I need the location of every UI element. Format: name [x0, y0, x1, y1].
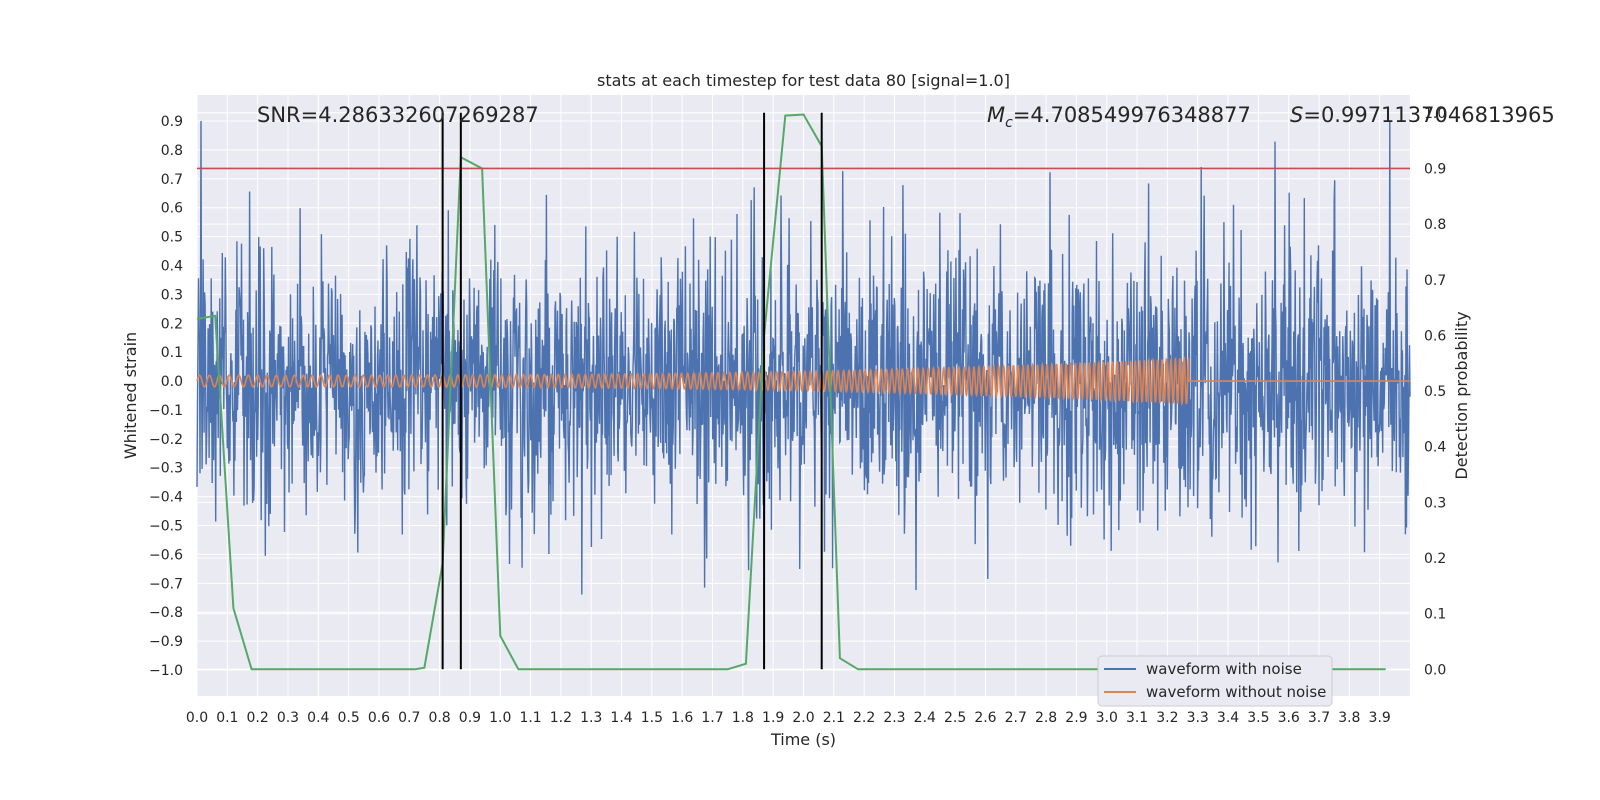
x-tick-label: 3.0 — [1096, 710, 1118, 726]
x-tick-label: 3.7 — [1308, 710, 1330, 726]
x-tick-label: 1.7 — [701, 710, 723, 726]
x-tick-label: 1.5 — [641, 710, 663, 726]
x-tick-label: 2.0 — [792, 710, 814, 726]
x-tick-label: 2.9 — [1065, 710, 1087, 726]
s-annotation: S=0.9971137046813965 — [1290, 103, 1555, 127]
x-tick-label: 3.8 — [1338, 710, 1360, 726]
x-tick-label: 0.9 — [459, 710, 481, 726]
y-tick-label: 0.2 — [161, 316, 183, 332]
x-tick-label: 2.6 — [974, 710, 996, 726]
y-tick-label: 0.7 — [161, 172, 183, 188]
y2-tick-label: 0.7 — [1424, 273, 1446, 289]
x-tick-label: 3.5 — [1247, 710, 1269, 726]
chirp-mass-annotation: Mc=4.708549976348877 — [987, 103, 1251, 131]
y-tick-label: 0.1 — [161, 345, 183, 361]
y-tick-label: −0.1 — [149, 403, 183, 419]
chirp-mass-subscript: c — [1005, 115, 1013, 131]
x-tick-label: 1.4 — [610, 710, 632, 726]
x-tick-label: 1.9 — [762, 710, 784, 726]
y-tick-label: 0.9 — [161, 114, 183, 130]
y-tick-label: 0.6 — [161, 201, 183, 217]
y2-tick-label: 0.4 — [1424, 440, 1446, 456]
x-tick-label: 1.3 — [580, 710, 602, 726]
x-tick-label: 0.5 — [337, 710, 359, 726]
s-value: =0.9971137046813965 — [1303, 103, 1554, 127]
x-tick-label: 2.1 — [823, 710, 845, 726]
x-tick-label: 2.3 — [883, 710, 905, 726]
chirp-mass-value: =4.708549976348877 — [1013, 103, 1251, 127]
x-tick-label: 2.2 — [853, 710, 875, 726]
y-axis-title: Whitened strain — [121, 332, 140, 459]
y2-tick-label: 0.5 — [1424, 384, 1446, 400]
x-tick-label: 0.0 — [186, 710, 208, 726]
x-tick-label: 1.2 — [550, 710, 572, 726]
y-tick-label: 0.4 — [161, 258, 183, 274]
y-tick-label: −0.3 — [149, 461, 183, 477]
y2-tick-label: 1.0 — [1424, 106, 1446, 122]
y-tick-label: 0.8 — [161, 143, 183, 159]
x-tick-label: 2.5 — [944, 710, 966, 726]
y2-tick-label: 0.2 — [1424, 551, 1446, 567]
series-waveform-with-noise — [196, 120, 1411, 595]
x-tick-label: 1.1 — [519, 710, 541, 726]
x-tick-label: 3.6 — [1278, 710, 1300, 726]
legend-box — [1097, 655, 1333, 707]
y-tick-label: −0.4 — [149, 490, 183, 506]
y-tick-label: −0.2 — [149, 432, 183, 448]
legend-label-noise: waveform with noise — [1146, 660, 1302, 678]
y-tick-label: 0.0 — [161, 374, 183, 390]
chirp-mass-symbol: M — [987, 103, 1005, 127]
y2-tick-label: 0.3 — [1424, 495, 1446, 511]
x-tick-label: 3.9 — [1369, 710, 1391, 726]
x-axis-title: Time (s) — [770, 730, 836, 749]
x-tick-label: 1.0 — [489, 710, 511, 726]
y-tick-label: 0.3 — [161, 287, 183, 303]
y2-axis-title: Detection probability — [1452, 311, 1471, 479]
x-tick-label: 0.6 — [368, 710, 390, 726]
legend-label-clean: waveform without noise — [1146, 683, 1326, 701]
x-tick-label: 0.7 — [398, 710, 420, 726]
y2-tick-label: 0.6 — [1424, 328, 1446, 344]
series-waveform-without-noise — [196, 355, 1410, 407]
x-tick-label: 0.3 — [277, 710, 299, 726]
y2-tick-label: 0.9 — [1424, 161, 1446, 177]
y-tick-label: −0.8 — [149, 605, 183, 621]
y2-tick-label: 0.8 — [1424, 217, 1446, 233]
y2-tick-label: 0.0 — [1424, 662, 1446, 678]
y-tick-label: 0.5 — [161, 230, 183, 246]
x-tick-label: 0.1 — [216, 710, 238, 726]
y-tick-label: −0.9 — [149, 634, 183, 650]
x-tick-label: 0.2 — [247, 710, 269, 726]
grid — [196, 95, 1410, 696]
x-tick-label: 0.8 — [428, 710, 450, 726]
x-tick-label: 3.3 — [1187, 710, 1209, 726]
axes: 0.0 0.1 0.2 0.3 0.4 0.5 0.6 0.7 0.8 0.9 1.0 1.1 1.2 1… — [149, 106, 1446, 726]
y-tick-label: −1.0 — [149, 663, 183, 679]
x-tick-label: 2.8 — [1035, 710, 1057, 726]
x-tick-label: 1.6 — [671, 710, 693, 726]
x-tick-label: 2.4 — [914, 710, 936, 726]
x-tick-label: 1.8 — [732, 710, 754, 726]
legend: waveform with noise waveform without noi… — [1097, 655, 1333, 707]
x-tick-label: 3.2 — [1156, 710, 1178, 726]
chart-title: stats at each timestep for test data 80 … — [597, 71, 1010, 90]
y-tick-label: −0.6 — [149, 547, 183, 563]
x-tick-label: 3.4 — [1217, 710, 1239, 726]
x-tick-label: 0.4 — [307, 710, 329, 726]
y-tick-label: −0.5 — [149, 519, 183, 535]
y2-tick-label: 0.1 — [1424, 607, 1446, 623]
x-tick-label: 3.1 — [1126, 710, 1148, 726]
snr-annotation: SNR=4.286332607269287 — [257, 103, 539, 127]
y-tick-label: −0.7 — [149, 576, 183, 592]
x-tick-label: 2.7 — [1005, 710, 1027, 726]
s-symbol: S — [1290, 103, 1303, 127]
